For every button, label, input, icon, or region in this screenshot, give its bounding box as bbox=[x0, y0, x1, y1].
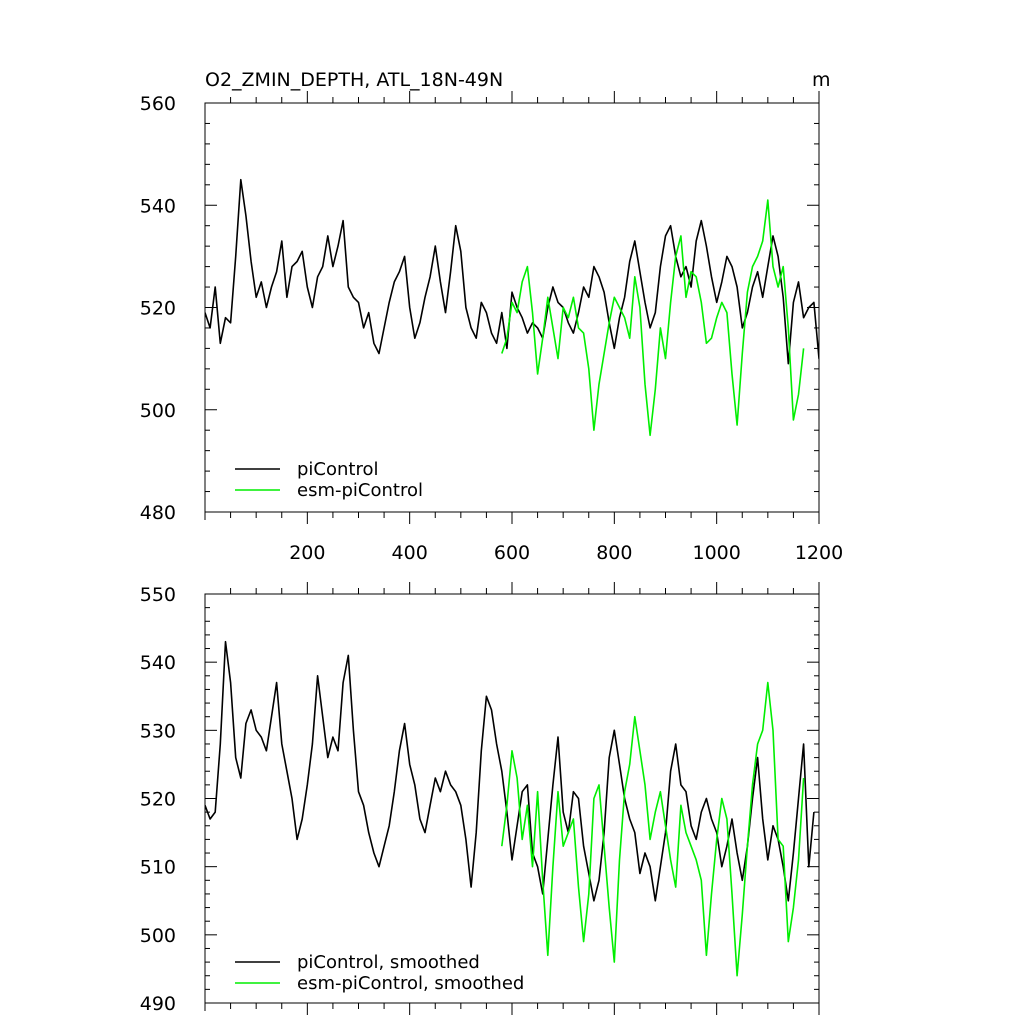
y-tick-label: 500 bbox=[140, 925, 176, 947]
bottom-panel: 490 500 510 520 530 540 550 piControl, smoothe… bbox=[140, 582, 820, 1015]
y-tick-label: 530 bbox=[140, 720, 176, 742]
series-line-esm-picontrol bbox=[501, 681, 805, 977]
legend-label: piControl, smoothed bbox=[297, 952, 480, 973]
y-tick-label: 540 bbox=[140, 652, 176, 674]
top-panel: O2_ZMIN_DEPTH, ATL_18N-49N m 480 500 520 54… bbox=[140, 69, 843, 564]
x-tick-label: 800 bbox=[596, 542, 632, 564]
y-tick-label: 510 bbox=[140, 857, 176, 879]
plot-frame bbox=[204, 593, 820, 1004]
y-tick-label: 490 bbox=[140, 993, 176, 1015]
x-tick-label: 400 bbox=[392, 542, 428, 564]
y-tick-label: 520 bbox=[140, 789, 176, 811]
x-tick-label: 1200 bbox=[795, 542, 843, 564]
y-tick-label: 520 bbox=[140, 298, 176, 320]
y-tick-label: 480 bbox=[140, 502, 176, 524]
legend-label: esm-piControl bbox=[297, 480, 423, 501]
series-line-picontrol bbox=[205, 640, 815, 902]
units-label: m bbox=[812, 69, 831, 91]
chart-title: O2_ZMIN_DEPTH, ATL_18N-49N bbox=[205, 69, 503, 91]
y-tick-label: 560 bbox=[140, 93, 176, 115]
top-axes: 480 500 520 540 560 200 400 600 800 1000 1200 bbox=[140, 91, 843, 564]
series-line-esm-picontrol bbox=[501, 199, 805, 437]
top-series bbox=[205, 178, 819, 437]
x-tick-label: 200 bbox=[289, 542, 325, 564]
bottom-series bbox=[205, 640, 815, 977]
series-line-picontrol bbox=[205, 178, 819, 365]
x-tick-label: 600 bbox=[494, 542, 530, 564]
y-tick-label: 540 bbox=[140, 195, 176, 217]
bottom-axes: 490 500 510 520 530 540 550 bbox=[140, 582, 820, 1015]
y-tick-label: 500 bbox=[140, 400, 176, 422]
y-tick-label: 550 bbox=[140, 584, 176, 606]
legend-label: piControl bbox=[297, 459, 379, 480]
x-tick-label: 1000 bbox=[692, 542, 740, 564]
legend-label: esm-piControl, smoothed bbox=[297, 973, 524, 994]
